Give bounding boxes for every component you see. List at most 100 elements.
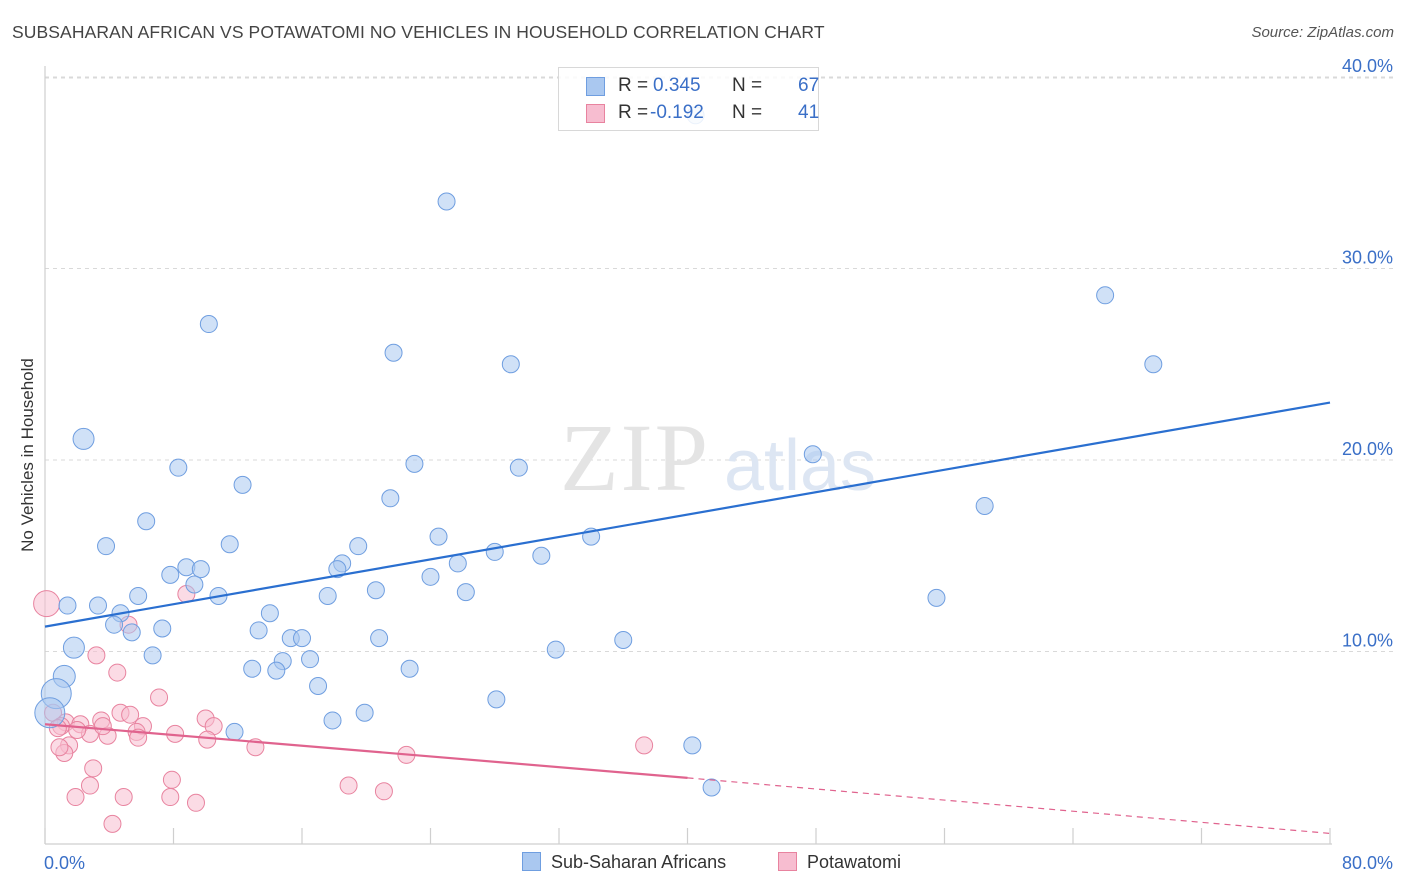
potawatomi-point — [68, 721, 87, 740]
legend-r-value: 0.345 — [653, 75, 701, 96]
y-tick-label: 10.0% — [1342, 631, 1393, 651]
potawatomi-point — [198, 730, 217, 749]
x-tick-label-max: 80.0% — [1342, 853, 1393, 873]
potawatomi-point — [50, 738, 69, 757]
watermark-atlas: atlas — [724, 426, 876, 506]
correlation-legend: R = 0.345 N = 67 R = -0.192 N = 41 — [558, 67, 819, 131]
potawatomi-point — [103, 814, 122, 833]
subsaharan-point — [72, 427, 95, 450]
y-tick-label: 40.0% — [1342, 56, 1393, 76]
bottom-legend-swatch-pink — [778, 852, 797, 871]
subsaharan-point — [105, 615, 124, 634]
subsaharan-point — [89, 596, 108, 615]
bottom-legend-subsaharan: Sub-Saharan Africans — [522, 852, 726, 873]
subsaharan-point — [323, 711, 342, 730]
subsaharan-point — [137, 512, 156, 531]
legend-n-label: N = — [732, 102, 763, 123]
subsaharan-point — [267, 661, 286, 680]
subsaharan-point — [501, 355, 520, 374]
subsaharan-point — [249, 621, 268, 640]
source-label: Source: ZipAtlas.com — [1251, 24, 1394, 41]
potawatomi-point — [150, 688, 169, 707]
subsaharan-point — [370, 629, 389, 648]
potawatomi-point — [162, 770, 181, 789]
subsaharan-point — [349, 537, 368, 556]
potawatomi-point — [114, 788, 133, 807]
subsaharan-point — [233, 475, 252, 494]
subsaharan-points — [34, 106, 1163, 797]
potawatomi-point — [80, 776, 99, 795]
bottom-legend-label: Potawatomi — [807, 852, 902, 872]
subsaharan-point — [220, 535, 239, 554]
subsaharan-point — [384, 343, 403, 362]
legend-n-label: N = — [732, 75, 763, 96]
subsaharan-point — [58, 596, 77, 615]
bottom-legend-label: Sub-Saharan Africans — [551, 852, 727, 872]
subsaharan-point — [34, 697, 66, 729]
legend-swatch-blue — [586, 77, 605, 96]
potawatomi-point — [121, 705, 140, 724]
subsaharan-point — [437, 192, 456, 211]
y-tick-label: 20.0% — [1342, 439, 1393, 459]
subsaharan-point — [429, 527, 448, 546]
subsaharan-point — [185, 575, 204, 594]
subsaharan-point — [702, 778, 721, 797]
subsaharan-point — [405, 454, 424, 473]
subsaharan-point — [328, 560, 347, 579]
potawatomi-points — [33, 585, 654, 833]
subsaharan-point — [381, 489, 400, 508]
subsaharan-point — [62, 636, 85, 659]
trend-lines — [44, 401, 1331, 835]
subsaharan-point — [318, 586, 337, 605]
subsaharan-trendline — [44, 401, 1331, 628]
subsaharan-point — [129, 586, 148, 605]
potawatomi-point — [93, 717, 112, 736]
subsaharan-point — [199, 315, 218, 334]
y-tick-label: 30.0% — [1342, 248, 1393, 268]
potawatomi-point — [161, 788, 180, 807]
subsaharan-point — [927, 588, 946, 607]
potawatomi-trendline — [44, 723, 688, 779]
chart-title: SUBSAHARAN AFRICAN VS POTAWATOMI NO VEHI… — [12, 22, 825, 42]
legend-n-value: 41 — [798, 102, 820, 123]
subsaharan-point — [161, 565, 180, 584]
potawatomi-point — [186, 793, 205, 812]
potawatomi-point — [339, 776, 358, 795]
subsaharan-point — [153, 619, 172, 638]
subsaharan-point — [456, 583, 475, 602]
subsaharan-point — [366, 581, 385, 600]
subsaharan-point — [487, 690, 506, 709]
subsaharan-point — [683, 736, 702, 755]
subsaharan-point — [400, 659, 419, 678]
potawatomi-trendline-extension — [687, 777, 1331, 835]
subsaharan-point — [448, 554, 467, 573]
subsaharan-point — [143, 646, 162, 665]
potawatomi-point — [374, 782, 393, 801]
bottom-legend-swatch-blue — [522, 852, 541, 871]
subsaharan-point — [97, 537, 116, 556]
subsaharan-point — [485, 542, 504, 561]
grid-lines — [45, 76, 1395, 652]
subsaharan-point — [421, 567, 440, 586]
potawatomi-point — [108, 663, 127, 682]
subsaharan-point — [260, 604, 279, 623]
subsaharan-point — [614, 631, 633, 650]
subsaharan-point — [243, 659, 262, 678]
subsaharan-point — [1144, 355, 1163, 374]
potawatomi-point — [84, 759, 103, 778]
potawatomi-point — [635, 736, 654, 755]
subsaharan-point — [293, 629, 311, 648]
legend-r-label: R = — [618, 102, 649, 123]
x-tick-label-min: 0.0% — [44, 853, 85, 873]
legend-r-value: -0.192 — [650, 102, 704, 123]
subsaharan-point — [355, 703, 374, 722]
subsaharan-point — [509, 458, 528, 477]
subsaharan-point — [532, 546, 551, 565]
subsaharan-point — [169, 458, 188, 477]
subsaharan-point — [1096, 286, 1115, 305]
subsaharan-point — [122, 623, 141, 642]
legend-n-value: 67 — [798, 75, 820, 96]
subsaharan-point — [309, 676, 328, 695]
legend-r-label: R = — [618, 75, 649, 96]
